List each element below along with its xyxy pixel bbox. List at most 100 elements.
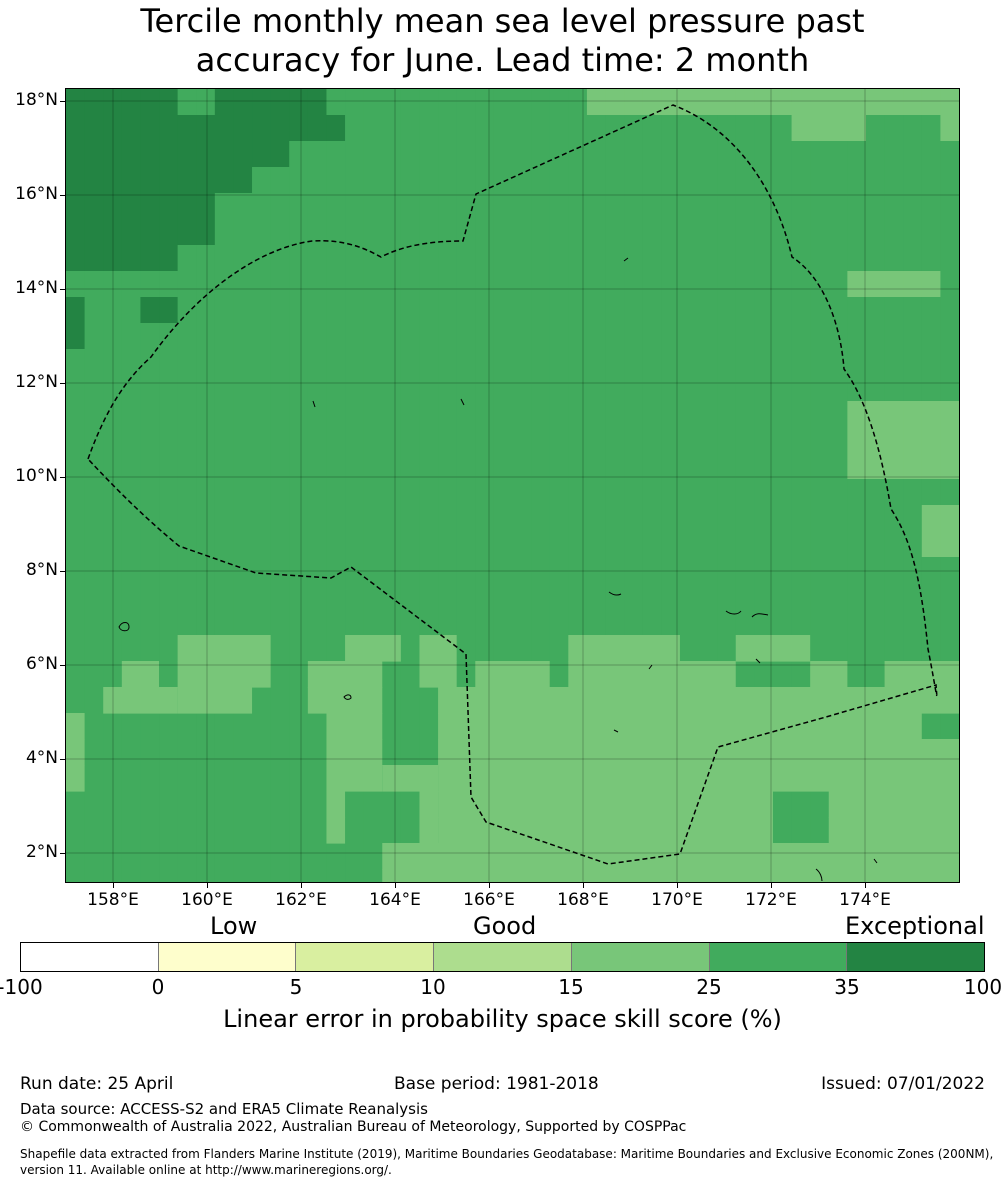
skill-cell: [903, 219, 923, 246]
skill-cell: [84, 271, 104, 298]
skill-cell: [289, 739, 309, 766]
skill-cell: [493, 505, 514, 532]
skill-cell: [159, 219, 179, 246]
skill-cell: [214, 89, 235, 116]
colorbar-segment: [847, 943, 985, 971]
skill-cell: [847, 167, 867, 194]
skill-cell: [921, 89, 941, 116]
skill-cell: [605, 323, 625, 350]
skill-cell: [624, 271, 644, 298]
skill-cell: [326, 375, 346, 402]
skill-cell: [568, 401, 588, 428]
skill-cell: [84, 505, 104, 532]
skill-cell: [382, 427, 402, 454]
skill-cell: [847, 271, 867, 298]
skill-cell: [772, 401, 793, 428]
skill-cell: [568, 531, 588, 558]
skill-cell: [828, 297, 848, 324]
skill-cell: [456, 505, 476, 532]
skill-cell: [624, 479, 644, 506]
skill-cell: [921, 323, 941, 350]
skill-cell: [493, 219, 514, 246]
skill-cell: [605, 557, 625, 584]
skill-cell: [307, 427, 328, 454]
skill-cell: [735, 323, 755, 350]
skill-cell-light: [66, 739, 85, 766]
skill-cell: [196, 791, 216, 818]
skill-cell: [252, 765, 272, 792]
skill-cell: [884, 297, 904, 324]
skill-cell: [121, 245, 142, 272]
skill-cell: [698, 531, 718, 558]
skill-cell: [252, 583, 272, 610]
skill-cell: [382, 115, 402, 142]
skill-cell: [921, 609, 941, 636]
skill-cell: [847, 661, 867, 688]
skill-cell: [661, 141, 681, 168]
skill-cell: [84, 479, 104, 506]
skill-cell: [103, 609, 123, 636]
skill-cell: [884, 141, 904, 168]
skill-cell: [903, 531, 923, 558]
skill-cell: [233, 245, 253, 272]
skill-cell: [252, 89, 272, 116]
skill-cell: [363, 245, 383, 272]
skill-cell: [884, 193, 904, 220]
skill-cell: [84, 791, 104, 818]
skill-cell: [512, 401, 532, 428]
skill-cell: [661, 557, 681, 584]
x-tick-label: 170°E: [651, 890, 703, 910]
map-area[interactable]: [65, 88, 960, 883]
skill-cell: [233, 505, 253, 532]
skill-cell: [400, 297, 421, 324]
skill-cell: [568, 505, 588, 532]
skill-cell: [196, 141, 216, 168]
skill-cell: [307, 817, 328, 844]
skill-cell: [475, 609, 495, 636]
skill-cell: [214, 427, 235, 454]
skill-cell: [214, 479, 235, 506]
skill-cell: [159, 89, 179, 116]
skill-cell: [828, 505, 848, 532]
skill-cell: [177, 531, 197, 558]
skill-cell: [419, 115, 439, 142]
skill-cell: [586, 583, 607, 610]
skill-cell: [810, 193, 830, 220]
skill-cell: [214, 505, 235, 532]
skill-cell: [419, 427, 439, 454]
skill-cell: [605, 349, 625, 376]
skill-cell: [438, 583, 458, 610]
copyright: © Commonwealth of Australia 2022, Austra…: [20, 1119, 687, 1135]
skill-cell: [363, 115, 383, 142]
skill-cell: [624, 141, 644, 168]
skill-cell: [252, 817, 272, 844]
y-tick-label: 10°N: [15, 466, 58, 486]
skill-cell: [791, 141, 811, 168]
skill-cell: [289, 219, 309, 246]
skill-cell: [214, 609, 235, 636]
skill-cell: [586, 297, 607, 324]
skill-cell: [214, 869, 235, 882]
category-low: Low: [210, 912, 258, 940]
skill-cell: [847, 297, 867, 324]
skill-cell: [549, 531, 569, 558]
skill-cell: [382, 141, 402, 168]
colorbar-tick: 100: [963, 975, 1003, 999]
skill-cell: [84, 219, 104, 246]
skill-cell: [400, 167, 421, 194]
skill-cell: [233, 609, 253, 636]
skill-cell: [661, 505, 681, 532]
skill-cell: [475, 89, 495, 116]
skill-cell: [363, 791, 383, 818]
skill-cell: [531, 453, 551, 480]
skill-cell: [270, 167, 290, 194]
skill-cell: [214, 765, 235, 792]
skill-cell: [568, 427, 588, 454]
skill-cell: [177, 349, 197, 376]
skill-cell: [828, 375, 848, 402]
skill-cell: [865, 349, 886, 376]
skill-cell: [772, 609, 793, 636]
skill-cell: [698, 583, 718, 610]
skill-cell: [84, 843, 104, 870]
skill-cell: [270, 739, 290, 766]
